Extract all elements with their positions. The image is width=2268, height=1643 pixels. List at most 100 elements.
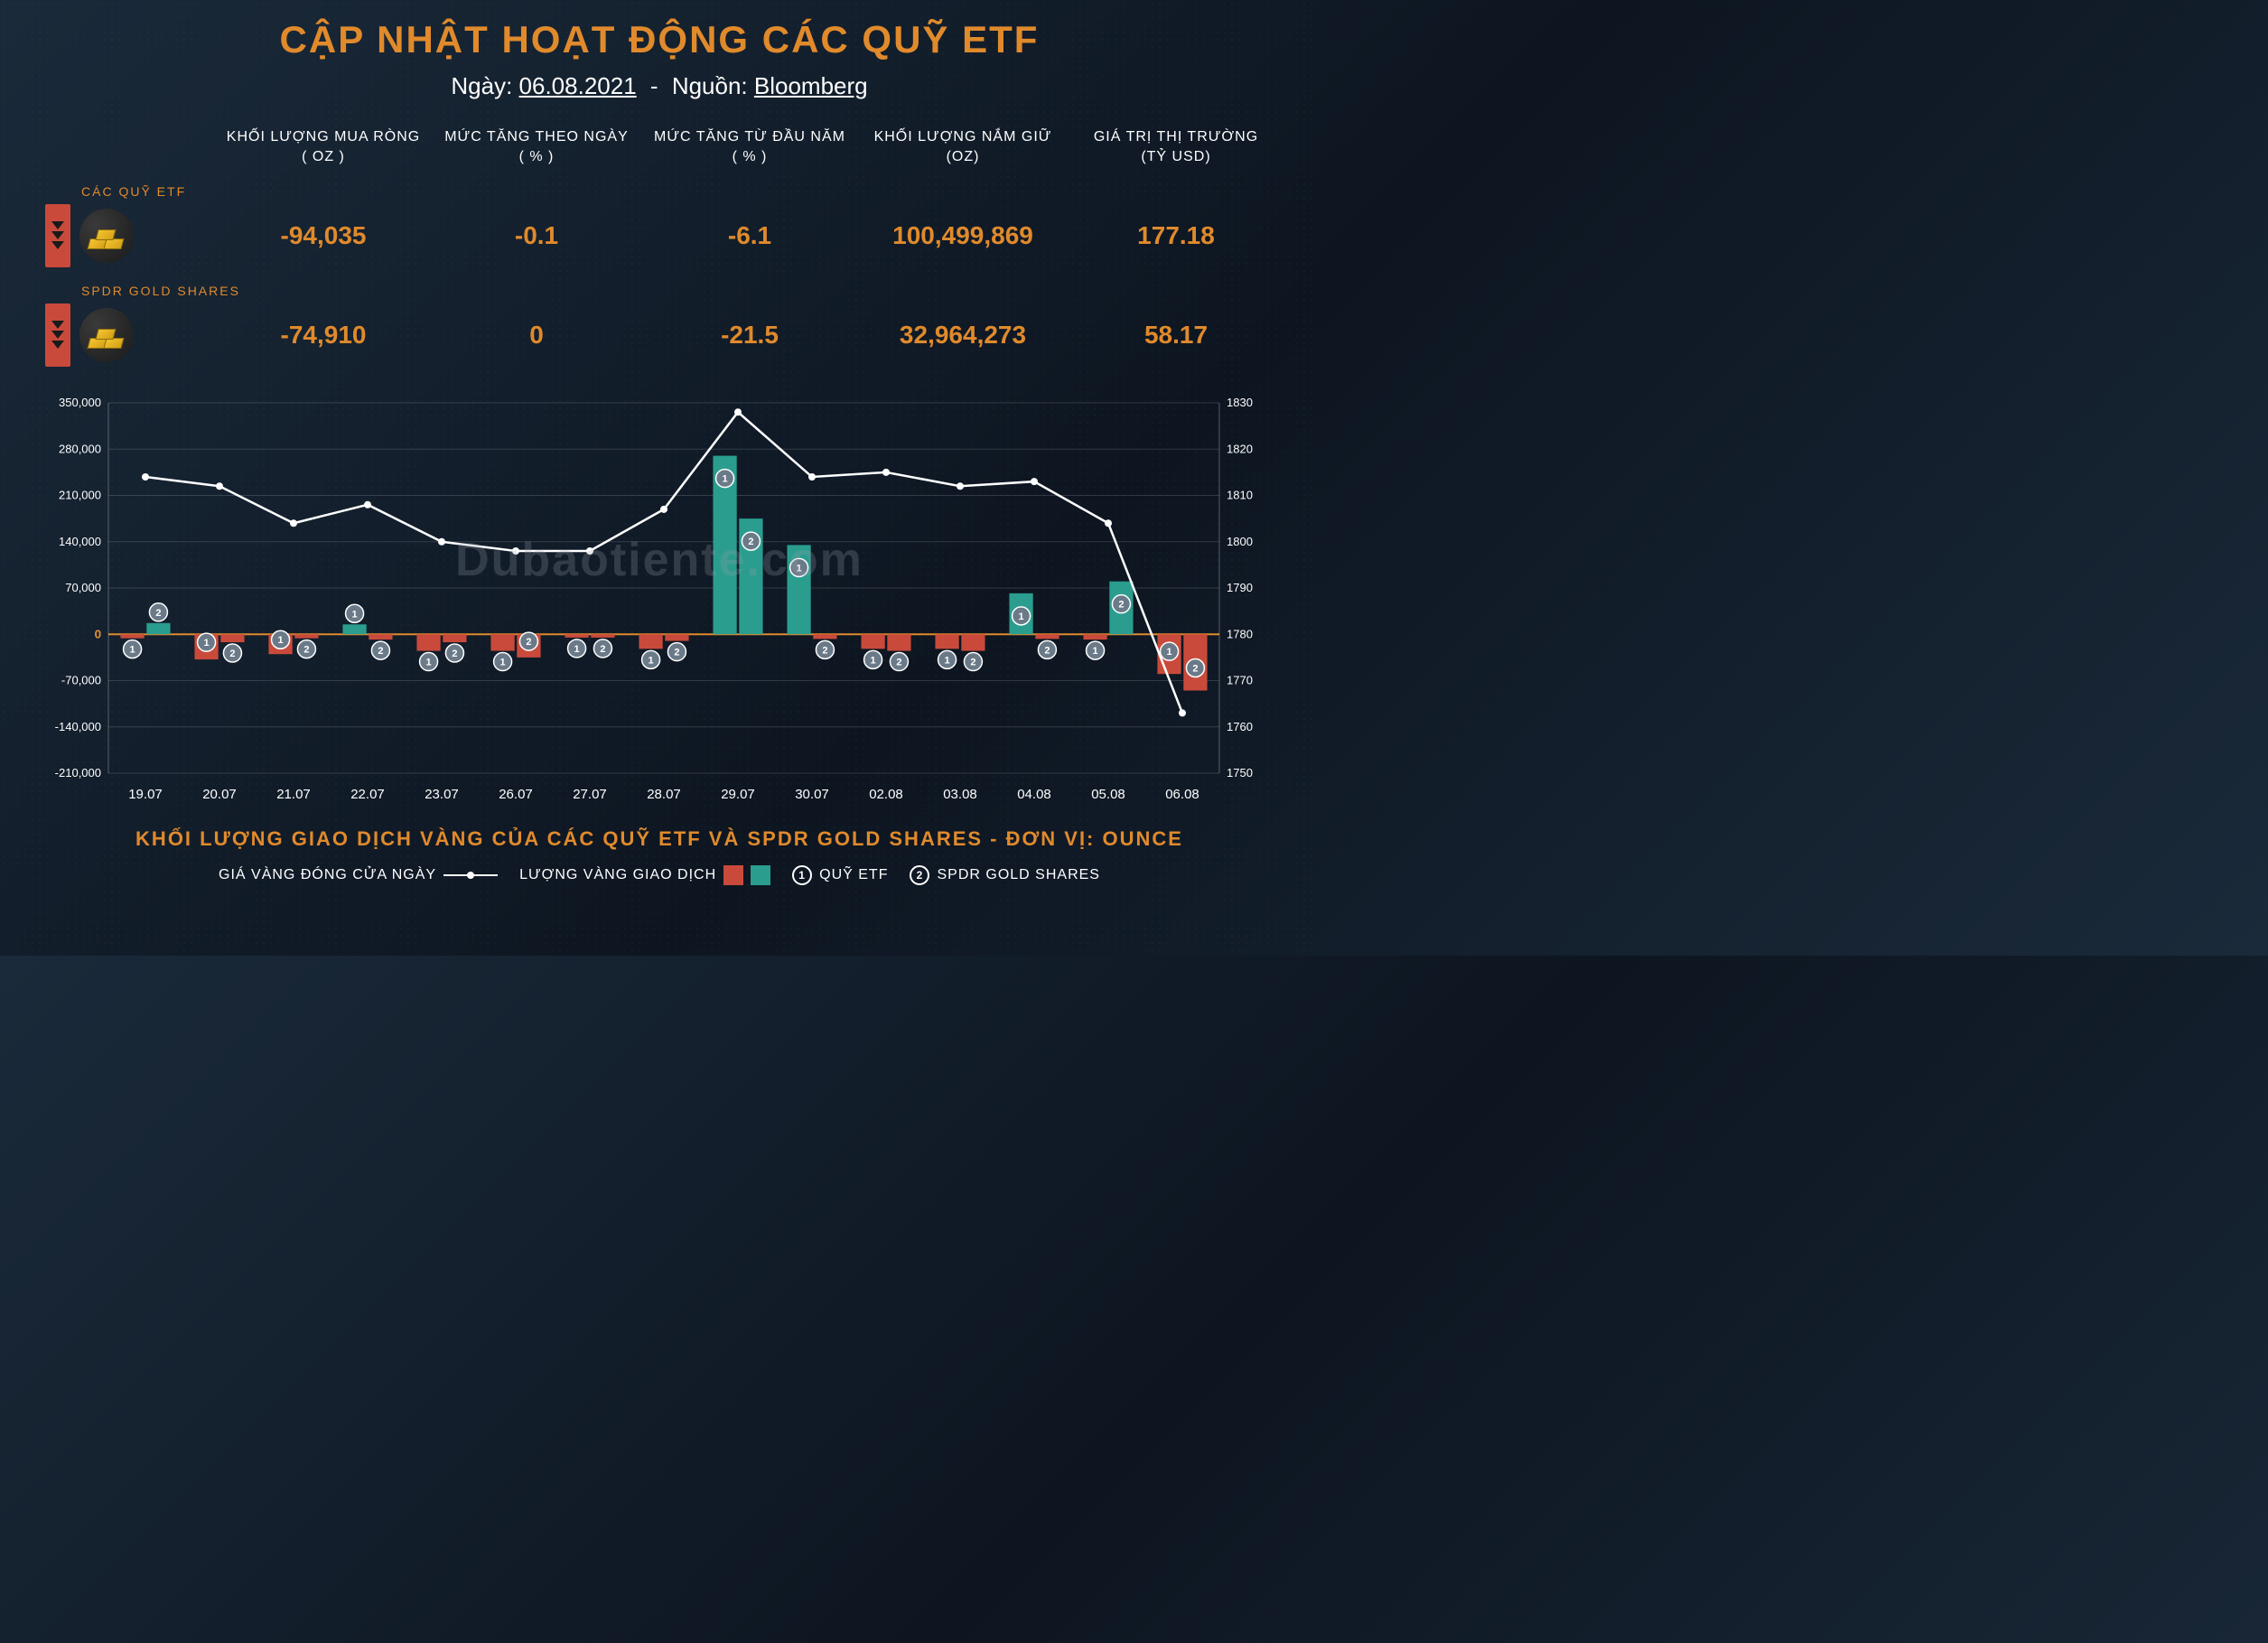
svg-text:2: 2 bbox=[1044, 645, 1050, 656]
svg-text:1: 1 bbox=[797, 563, 802, 574]
cell: 58.17 bbox=[1069, 321, 1283, 350]
legend-volume: LƯỢNG VÀNG GIAO DỊCH bbox=[519, 865, 770, 885]
legend-etf: 1 QUỸ ETF bbox=[792, 865, 888, 885]
marker-2-icon: 2 bbox=[910, 865, 929, 885]
svg-text:2: 2 bbox=[748, 537, 753, 547]
svg-text:05.08: 05.08 bbox=[1091, 787, 1125, 802]
cell: 32,964,273 bbox=[856, 321, 1069, 350]
gold-icon bbox=[79, 308, 134, 362]
svg-text:21.07: 21.07 bbox=[276, 787, 311, 802]
svg-text:2: 2 bbox=[452, 649, 457, 659]
cell: -0.1 bbox=[430, 221, 643, 250]
svg-text:-210,000: -210,000 bbox=[55, 766, 101, 779]
cell: -74,910 bbox=[217, 321, 430, 350]
svg-text:1: 1 bbox=[426, 657, 432, 667]
cell: 177.18 bbox=[1069, 221, 1283, 250]
svg-text:2: 2 bbox=[600, 644, 605, 655]
svg-text:1770: 1770 bbox=[1227, 673, 1253, 686]
marker-1-icon: 1 bbox=[792, 865, 812, 885]
svg-text:1810: 1810 bbox=[1227, 488, 1253, 501]
svg-text:1: 1 bbox=[130, 644, 135, 655]
cell: -6.1 bbox=[643, 221, 856, 250]
svg-text:2: 2 bbox=[1118, 599, 1124, 610]
svg-text:27.07: 27.07 bbox=[573, 787, 607, 802]
down-arrows-icon bbox=[45, 303, 70, 367]
svg-text:23.07: 23.07 bbox=[425, 787, 459, 802]
svg-text:26.07: 26.07 bbox=[499, 787, 533, 802]
legend-spdr: 2 SPDR GOLD SHARES bbox=[910, 865, 1099, 885]
svg-text:19.07: 19.07 bbox=[128, 787, 163, 802]
svg-text:1: 1 bbox=[574, 644, 580, 655]
svg-text:70,000: 70,000 bbox=[65, 581, 101, 594]
svg-text:1: 1 bbox=[278, 635, 284, 646]
svg-text:2: 2 bbox=[1192, 663, 1198, 674]
svg-text:30.07: 30.07 bbox=[795, 787, 829, 802]
svg-text:22.07: 22.07 bbox=[350, 787, 385, 802]
svg-text:2: 2 bbox=[674, 647, 679, 658]
svg-text:28.07: 28.07 bbox=[647, 787, 681, 802]
cell: 0 bbox=[430, 321, 643, 350]
svg-text:03.08: 03.08 bbox=[943, 787, 977, 802]
page-title: CẬP NHẬT HOẠT ĐỘNG CÁC QUỸ ETF bbox=[36, 18, 1283, 61]
svg-text:1: 1 bbox=[204, 638, 210, 649]
table-row: -74,910 0 -21.5 32,964,273 58.17 bbox=[36, 303, 1283, 367]
svg-text:1750: 1750 bbox=[1227, 766, 1253, 779]
svg-text:2: 2 bbox=[378, 646, 383, 657]
svg-text:2: 2 bbox=[822, 645, 827, 656]
svg-text:-70,000: -70,000 bbox=[61, 673, 101, 686]
svg-text:1800: 1800 bbox=[1227, 535, 1253, 548]
subtitle-date: 06.08.2021 bbox=[519, 72, 637, 99]
svg-text:1: 1 bbox=[352, 609, 358, 620]
header-col: KHỐI LƯỢNG MUA RÒNG( OZ ) bbox=[217, 127, 430, 168]
gold-icon bbox=[79, 209, 134, 263]
svg-text:1: 1 bbox=[723, 473, 728, 484]
row-label-etf: CÁC QUỸ ETF bbox=[81, 184, 1283, 199]
svg-text:1: 1 bbox=[649, 655, 654, 666]
header-col: MỨC TĂNG TỪ ĐẦU NĂM( % ) bbox=[643, 127, 856, 168]
svg-text:20.07: 20.07 bbox=[202, 787, 237, 802]
svg-text:1: 1 bbox=[1093, 646, 1098, 657]
line-icon bbox=[443, 874, 498, 876]
svg-text:02.08: 02.08 bbox=[869, 787, 903, 802]
svg-text:2: 2 bbox=[155, 608, 161, 619]
cell: -94,035 bbox=[217, 221, 430, 250]
svg-text:1780: 1780 bbox=[1227, 627, 1253, 640]
subtitle-source: Bloomberg bbox=[754, 72, 868, 99]
svg-text:1: 1 bbox=[871, 655, 876, 666]
svg-text:1: 1 bbox=[945, 655, 950, 666]
chart-area: Dubaotiente.com -210,000-140,000-70,0000… bbox=[36, 394, 1283, 809]
svg-text:1760: 1760 bbox=[1227, 720, 1253, 733]
svg-text:1: 1 bbox=[1019, 611, 1024, 622]
svg-text:0: 0 bbox=[95, 627, 101, 640]
row-label-spdr: SPDR GOLD SHARES bbox=[81, 284, 1283, 298]
svg-text:1: 1 bbox=[500, 657, 506, 667]
svg-text:1820: 1820 bbox=[1227, 442, 1253, 455]
pos-box-icon bbox=[751, 865, 770, 885]
chart-svg: -210,000-140,000-70,000070,000140,000210… bbox=[36, 394, 1283, 809]
svg-text:2: 2 bbox=[970, 657, 975, 667]
svg-text:04.08: 04.08 bbox=[1017, 787, 1051, 802]
neg-box-icon bbox=[723, 865, 743, 885]
svg-text:1830: 1830 bbox=[1227, 396, 1253, 409]
svg-text:29.07: 29.07 bbox=[721, 787, 755, 802]
subtitle-prefix: Ngày: bbox=[451, 72, 512, 99]
svg-text:1: 1 bbox=[1167, 647, 1172, 658]
header-col: GIÁ TRỊ THỊ TRƯỜNG(TỶ USD) bbox=[1069, 127, 1283, 168]
svg-text:140,000: 140,000 bbox=[59, 535, 101, 548]
svg-text:210,000: 210,000 bbox=[59, 488, 101, 501]
svg-text:2: 2 bbox=[526, 637, 531, 648]
svg-text:2: 2 bbox=[896, 657, 901, 667]
header-col: KHỐI LƯỢNG NẮM GIỮ(OZ) bbox=[856, 127, 1069, 168]
svg-text:-140,000: -140,000 bbox=[55, 720, 101, 733]
table-row: -94,035 -0.1 -6.1 100,499,869 177.18 bbox=[36, 204, 1283, 267]
svg-text:280,000: 280,000 bbox=[59, 442, 101, 455]
cell: 100,499,869 bbox=[856, 221, 1069, 250]
svg-text:06.08: 06.08 bbox=[1165, 787, 1199, 802]
svg-text:1790: 1790 bbox=[1227, 581, 1253, 594]
subtitle: Ngày: 06.08.2021 - Nguồn: Bloomberg bbox=[36, 72, 1283, 100]
svg-text:2: 2 bbox=[303, 644, 309, 655]
cell: -21.5 bbox=[643, 321, 856, 350]
table-headers: KHỐI LƯỢNG MUA RÒNG( OZ ) MỨC TĂNG THEO … bbox=[36, 127, 1283, 168]
svg-text:350,000: 350,000 bbox=[59, 396, 101, 409]
svg-text:2: 2 bbox=[229, 649, 235, 659]
